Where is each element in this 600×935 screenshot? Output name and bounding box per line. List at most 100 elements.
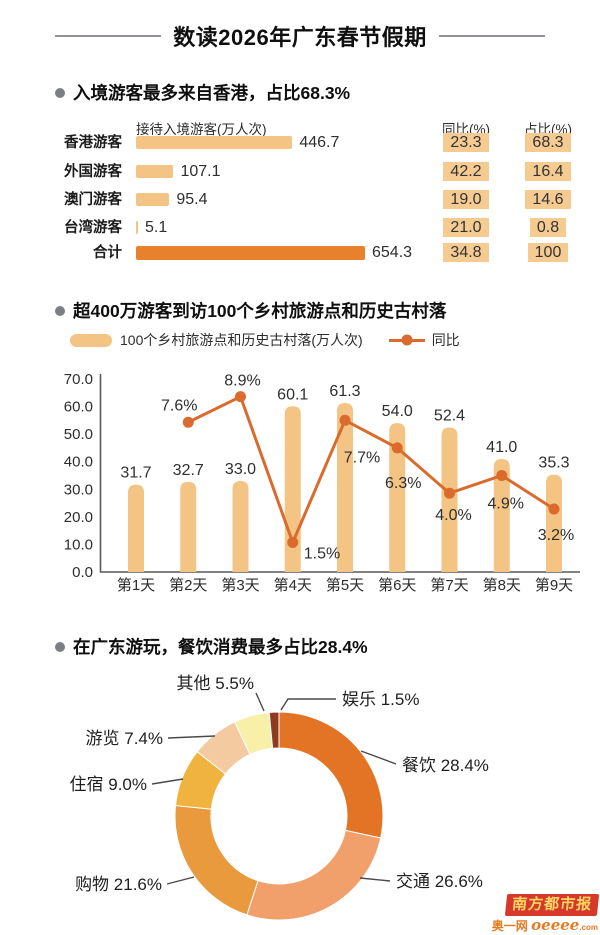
value-axis-label: 接待入境游客(万人次) bbox=[136, 122, 267, 137]
yoy-cell: 19.0 bbox=[432, 190, 500, 209]
yoy-marker bbox=[287, 536, 299, 548]
page-title: 数读2026年广东春节假期 bbox=[173, 25, 427, 50]
share-value: 14.6 bbox=[525, 190, 571, 209]
yoy-value-label: 7.7% bbox=[344, 449, 380, 466]
yoy-value-label: 7.6% bbox=[161, 397, 197, 414]
y-tick-label: 40.0 bbox=[64, 454, 93, 471]
label-leader-line bbox=[151, 778, 184, 785]
share-value: 68.3 bbox=[525, 133, 571, 152]
category-label: 澳门游客 bbox=[64, 192, 122, 208]
visitors-value-label: 33.0 bbox=[225, 461, 256, 478]
category-label: 台湾游客 bbox=[64, 220, 122, 236]
share-value: 100 bbox=[527, 243, 569, 262]
slice-label: 住宿 9.0% bbox=[70, 775, 147, 794]
visitors-value: 654.3 bbox=[372, 244, 413, 261]
label-leader-line bbox=[166, 876, 195, 885]
y-tick-label: 0.0 bbox=[72, 564, 93, 581]
visitors-value: 107.1 bbox=[180, 163, 221, 180]
yoy-marker bbox=[444, 487, 455, 499]
share-cell: 16.4 bbox=[514, 162, 582, 181]
y-tick-label: 50.0 bbox=[64, 426, 93, 443]
category-label: 外国游客 bbox=[64, 164, 122, 180]
label-leader-line bbox=[255, 692, 265, 712]
label-leader-line bbox=[359, 877, 391, 882]
section-heading-text: 在广东游玩，餐饮消费最多占比28.4% bbox=[73, 637, 368, 657]
villages-chart-legend: 100个乡村旅游点和历史古村落(万人次) 同比 bbox=[70, 331, 460, 349]
line-series-label: 同比 bbox=[431, 332, 460, 348]
visitors-bar bbox=[136, 165, 174, 178]
page-header: 数读2026年广东春节假期 bbox=[0, 20, 600, 52]
yoy-marker bbox=[391, 442, 403, 454]
yoy-value-label: 1.5% bbox=[304, 545, 340, 562]
slice-label: 娱乐 1.5% bbox=[342, 690, 419, 709]
section-heading-text: 入境游客最多来自香港，占比68.3% bbox=[73, 83, 351, 103]
category-label: 香港游客 bbox=[64, 135, 122, 151]
yoy-value-label: 3.2% bbox=[538, 527, 574, 544]
yoy-value-label: 4.0% bbox=[435, 507, 471, 524]
visitors-bar bbox=[128, 484, 144, 572]
section-heading-inbound: 入境游客最多来自香港，占比68.3% bbox=[55, 80, 350, 105]
y-tick-label: 30.0 bbox=[64, 481, 93, 498]
title-rule-left bbox=[55, 35, 162, 37]
section-heading-text: 超400万游客到访100个乡村旅游点和历史古村落 bbox=[73, 301, 447, 321]
visitors-bar bbox=[546, 474, 562, 572]
donut-slice-娱乐 bbox=[268, 711, 280, 749]
label-leader-line bbox=[280, 698, 336, 711]
yoy-value-label: 4.9% bbox=[488, 495, 524, 512]
y-tick-label: 60.0 bbox=[64, 399, 93, 416]
yoy-value: 21.0 bbox=[443, 218, 489, 237]
visitors-value-label: 54.0 bbox=[382, 403, 413, 420]
share-value: 0.8 bbox=[529, 218, 567, 237]
yoy-line bbox=[187, 394, 555, 547]
yoy-value: 23.3 bbox=[443, 133, 489, 152]
yoy-marker bbox=[235, 391, 246, 403]
visitors-bar bbox=[389, 423, 406, 572]
visitors-value-label: 52.4 bbox=[434, 408, 465, 425]
section-heading-spending: 在广东游玩，餐饮消费最多占比28.4% bbox=[55, 634, 368, 659]
site-tld: .com bbox=[579, 923, 598, 932]
newspaper-logo: 南方都市报 bbox=[504, 894, 600, 916]
website-logo: 奥一网 oeeee.com bbox=[492, 918, 598, 933]
y-tick-label: 20.0 bbox=[64, 509, 93, 526]
site-name: 奥一网 bbox=[491, 919, 528, 933]
share-value: 16.4 bbox=[525, 162, 571, 181]
yoy-value: 34.8 bbox=[443, 243, 489, 262]
bar-series-swatch bbox=[70, 333, 112, 347]
slice-label: 其他 5.5% bbox=[177, 674, 254, 693]
visitors-value: 95.4 bbox=[176, 191, 208, 208]
x-tick-label: 第4天 bbox=[274, 576, 312, 594]
section-heading-villages: 超400万游客到访100个乡村旅游点和历史古村落 bbox=[55, 298, 446, 323]
publisher-logo: 南方都市报 奥一网 oeeee.com bbox=[492, 894, 600, 933]
yoy-cell: 23.3 bbox=[432, 133, 500, 152]
visitors-bar bbox=[136, 221, 138, 234]
visitors-value: 446.7 bbox=[299, 134, 340, 151]
visitors-bar bbox=[441, 427, 458, 572]
x-tick-label: 第8天 bbox=[483, 576, 521, 594]
x-tick-label: 第5天 bbox=[326, 576, 364, 594]
spending-donut-chart: 餐饮 28.4% 交通 26.6% 购物 21.6% 住宿 9.0% 游览 7.4% 其他… bbox=[70, 674, 489, 921]
yoy-cell: 21.0 bbox=[432, 218, 500, 237]
slice-label: 购物 21.6% bbox=[75, 875, 162, 894]
visitors-value-label: 32.7 bbox=[173, 462, 204, 479]
slice-label: 交通 26.6% bbox=[396, 872, 483, 891]
category-label: 合计 bbox=[93, 245, 122, 261]
bullet-icon bbox=[55, 641, 65, 652]
share-cell: 68.3 bbox=[514, 133, 582, 152]
yoy-cell: 42.2 bbox=[432, 162, 500, 181]
yoy-value-label: 6.3% bbox=[385, 475, 421, 492]
donut-slice-交通 bbox=[246, 829, 382, 921]
yoy-marker bbox=[548, 503, 560, 515]
visitors-bar bbox=[493, 458, 510, 572]
slice-label: 餐饮 28.4% bbox=[402, 756, 489, 775]
yoy-marker bbox=[339, 414, 351, 426]
visitors-value-label: 41.0 bbox=[486, 439, 517, 456]
visitors-bar bbox=[136, 136, 293, 149]
x-tick-label: 第1天 bbox=[117, 576, 155, 594]
yoy-value: 19.0 bbox=[443, 190, 489, 209]
visitors-bar bbox=[136, 246, 365, 260]
yoy-value: 42.2 bbox=[443, 162, 489, 181]
bar-series-label: 100个乡村旅游点和历史古村落(万人次) bbox=[120, 332, 363, 348]
share-cell: 0.8 bbox=[514, 218, 582, 237]
visitors-bar bbox=[180, 481, 197, 572]
